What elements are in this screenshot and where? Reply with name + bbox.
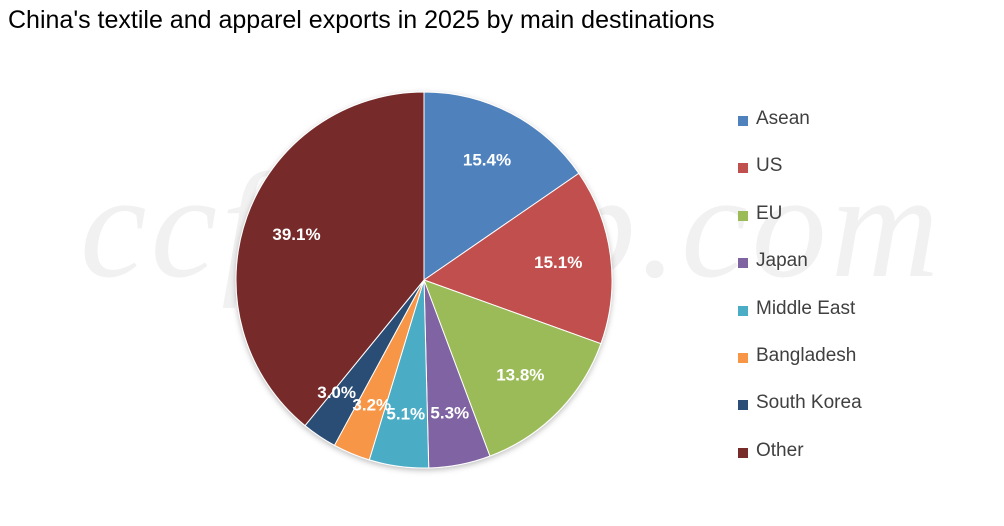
- data-label-asean: 15.4%: [463, 151, 511, 170]
- legend-item-bangladesh: Bangladesh: [738, 345, 862, 392]
- legend: Asean US EU Japan Middle East Bangladesh South…: [738, 108, 862, 487]
- data-label-us: 15.1%: [534, 253, 582, 272]
- legend-item-eu: EU: [738, 203, 862, 250]
- legend-swatch-middle-east: [738, 305, 748, 316]
- legend-swatch-us: [738, 163, 748, 174]
- legend-item-other: Other: [738, 440, 862, 487]
- legend-swatch-eu: [738, 210, 748, 221]
- data-label-south-korea: 3.0%: [317, 383, 356, 402]
- pie-slice-us: [422, 172, 613, 345]
- data-label-japan: 5.3%: [430, 403, 469, 422]
- chart-title: China's textile and apparel exports in 2…: [8, 6, 715, 34]
- legend-label-middle-east: Middle East: [756, 297, 856, 319]
- legend-item-south-korea: South Korea: [738, 392, 862, 439]
- pie-slices: [235, 91, 613, 469]
- legend-label-bangladesh: Bangladesh: [756, 344, 857, 366]
- legend-label-south-korea: South Korea: [756, 392, 862, 414]
- legend-item-asean: Asean: [738, 108, 862, 155]
- legend-label-other: Other: [756, 439, 804, 461]
- legend-swatch-south-korea: [738, 400, 748, 411]
- legend-swatch-japan: [738, 258, 748, 269]
- legend-label-asean: Asean: [756, 108, 810, 129]
- legend-item-us: US: [738, 155, 862, 202]
- pie-slice-other: [235, 91, 425, 427]
- data-label-bangladesh: 3.2%: [352, 395, 391, 414]
- legend-swatch-bangladesh: [738, 352, 748, 363]
- pie-slice-asean: [423, 91, 580, 281]
- data-label-middle-east: 5.1%: [386, 405, 425, 424]
- legend-item-middle-east: Middle East: [738, 298, 862, 345]
- legend-label-eu: EU: [756, 202, 783, 224]
- legend-label-japan: Japan: [756, 250, 808, 272]
- data-label-eu: 13.8%: [496, 366, 544, 385]
- pie-data-labels: 15.4% 15.1% 13.8% 5.3% 5.1%3.2%3.0% 39.1%: [272, 151, 582, 424]
- legend-item-japan: Japan: [738, 250, 862, 297]
- legend-swatch-other: [738, 447, 748, 458]
- legend-label-us: US: [756, 155, 783, 177]
- pie-slice-eu: [423, 279, 602, 457]
- data-label-other: 39.1%: [272, 225, 320, 244]
- legend-swatch-asean: [738, 116, 748, 126]
